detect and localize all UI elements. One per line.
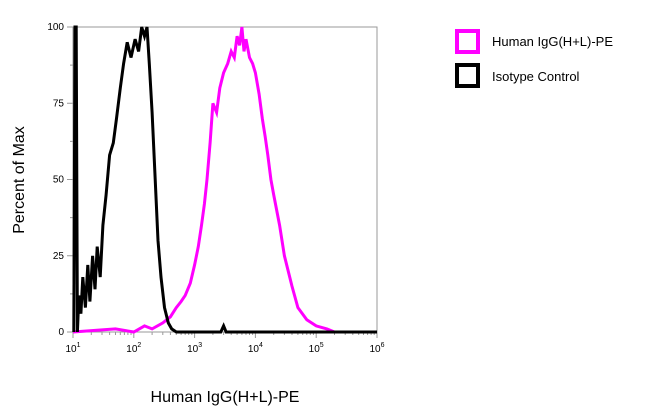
y-tick-label: 75 [53,98,65,109]
y-tick-label: 25 [53,251,65,262]
y-tick-label: 0 [58,327,64,338]
x-tick-label: 104 [248,342,263,355]
x-tick-label: 106 [369,342,384,355]
legend-label-human-igg: Human IgG(H+L)-PE [492,34,613,49]
x-tick-label: 101 [65,342,80,355]
x-tick-label: 103 [187,342,202,355]
legend-swatch-isotype [455,63,480,88]
x-tick-label: 105 [309,342,324,355]
series-line-human-igg [72,26,377,334]
legend: Human IgG(H+L)-PE Isotype Control [455,29,613,88]
legend-swatch-human-igg [455,29,480,54]
y-axis-label: Percent of Max [11,126,28,234]
y-tick-label: 100 [47,22,64,33]
legend-label-isotype: Isotype Control [492,69,580,84]
x-axis-label: Human IgG(H+L)-PE [151,389,300,406]
y-tick-label: 50 [53,175,65,186]
series-line-isotype [72,25,377,334]
x-tick-label: 102 [126,342,141,355]
